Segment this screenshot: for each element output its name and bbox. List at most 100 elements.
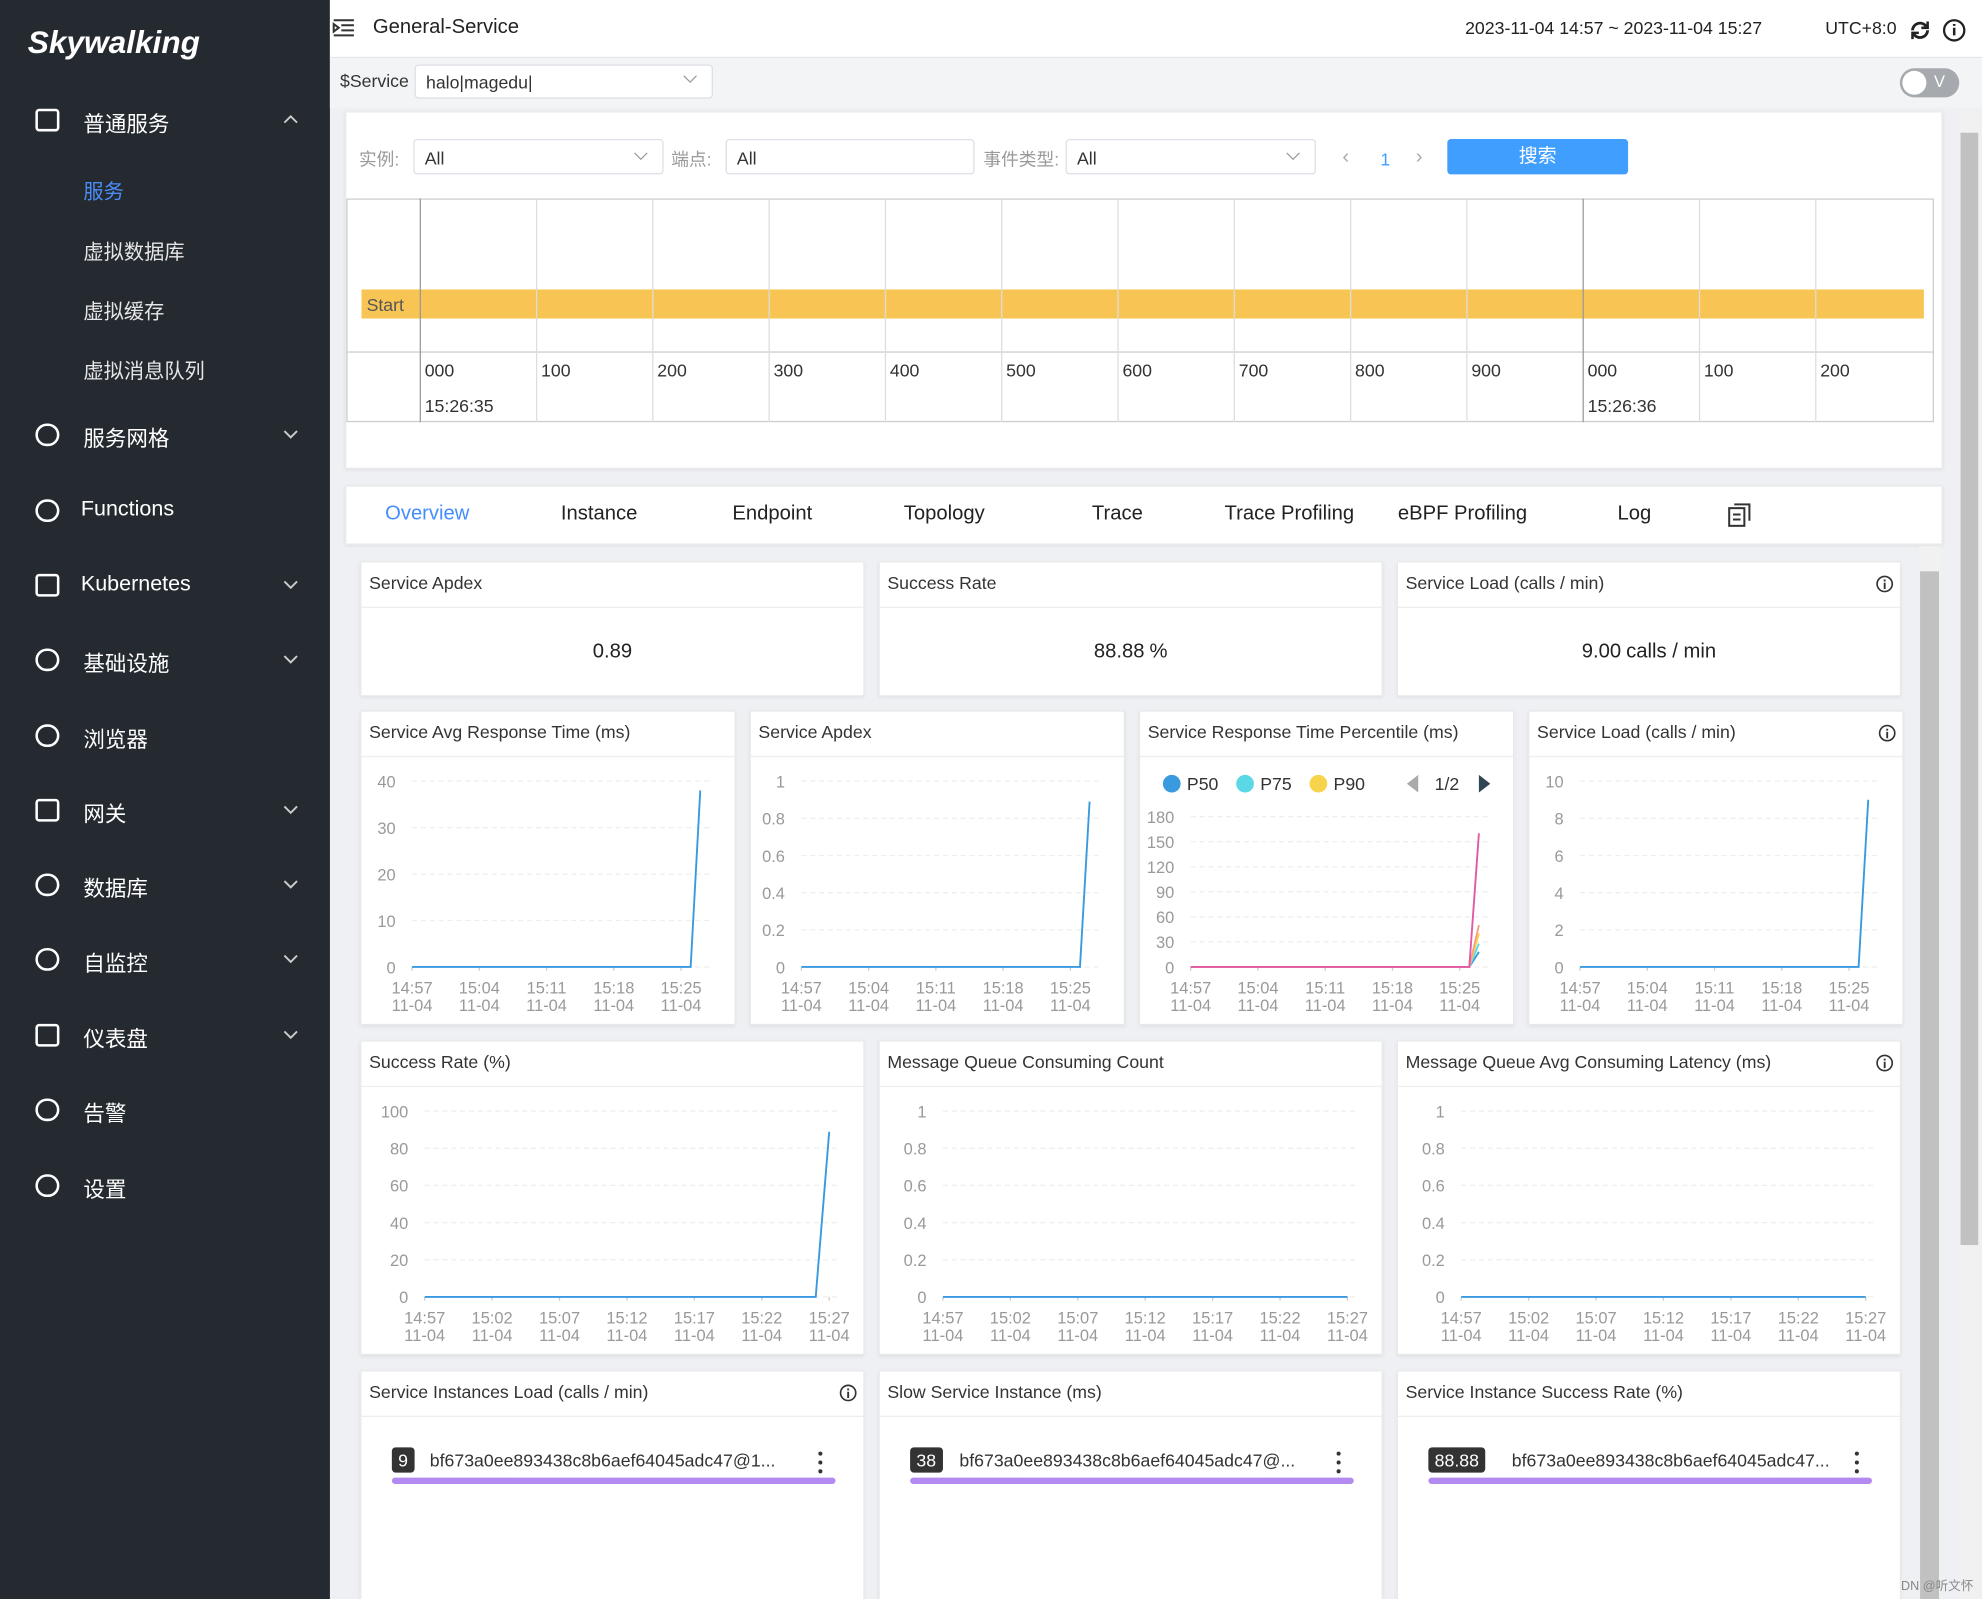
filter-label: 事件类型:	[983, 149, 1060, 170]
x-tick-label: 15:04	[848, 980, 889, 998]
icon	[283, 805, 298, 815]
inner-scrollbar	[1918, 546, 1941, 1599]
toggle-text: V	[1933, 72, 1945, 92]
menu-icon	[35, 873, 60, 897]
tab[interactable]: Topology	[903, 503, 985, 525]
filter-select[interactable]: All	[725, 139, 975, 175]
timeline-tick: 000	[1587, 360, 1618, 381]
x-tick-label: 11-04	[1050, 997, 1091, 1015]
y-tick-label: 20	[377, 866, 395, 884]
x-tick-label: 11-04	[1441, 1327, 1482, 1345]
legend-label: P50	[1187, 774, 1219, 794]
menu-item[interactable]: 数据库	[83, 877, 148, 902]
timeline-grid	[768, 198, 770, 423]
x-tick-label: 11-04	[1845, 1327, 1886, 1345]
x-tick-label: 11-04	[404, 1327, 445, 1345]
tab[interactable]: Trace	[1091, 503, 1143, 525]
series-line	[801, 801, 1091, 968]
scrollbar	[1959, 111, 1980, 1599]
time-range[interactable]: 2023-11-04 14:57 ~ 2023-11-04 15:27	[1465, 17, 1763, 38]
submenu-item[interactable]: 虚拟消息队列	[83, 361, 205, 384]
submenu-item[interactable]: 虚拟数据库	[83, 242, 185, 265]
refresh-icon[interactable]	[1907, 18, 1932, 43]
x-tick-label: 11-04	[1260, 1327, 1301, 1345]
x-tick-label: 11-04	[392, 997, 433, 1015]
y-tick-label: 0	[399, 1289, 408, 1307]
filter-value: All	[424, 147, 445, 169]
menu-item[interactable]: 仪表盘	[83, 1027, 148, 1052]
tab[interactable]: Instance	[560, 503, 638, 525]
pager-prev[interactable]: ‹	[1342, 146, 1350, 169]
menu-item[interactable]: 服务网格	[83, 427, 170, 452]
menu-chevron	[283, 880, 298, 889]
icon	[35, 648, 60, 672]
stat-card: Service Apdex 0.89	[360, 561, 865, 697]
x-tick-label: 11-04	[593, 997, 634, 1015]
menu-item[interactable]: Kubernetes	[80, 571, 191, 596]
menu-item[interactable]: 网关	[83, 802, 127, 827]
x-tick-label: 15:11	[916, 980, 956, 998]
x-tick-label: 15:27	[1845, 1309, 1886, 1327]
y-tick-label: 0	[917, 1289, 926, 1307]
card-title: Slow Service Instance (ms)	[887, 1381, 1102, 1402]
chart-card: Service Apdex 0 0.2 0.4 0.6 0.8 1 14:57 11-04 15:…	[749, 710, 1125, 1026]
tab-icon[interactable]	[1727, 503, 1752, 528]
x-tick-label: 11-04	[809, 1327, 850, 1345]
icon	[839, 1384, 857, 1402]
submenu-item[interactable]: 服务	[83, 182, 124, 204]
chart-card: Success Rate (%) 0 20 40 60 80 100 14:57 11-04 15…	[360, 1040, 865, 1356]
x-tick-label: 15:12	[1643, 1309, 1684, 1327]
filter-select[interactable]: All	[1065, 139, 1316, 175]
x-tick-label: 15:25	[1828, 980, 1869, 998]
card-title: Service Response Time Percentile (ms)	[1147, 721, 1459, 742]
series-line	[1190, 924, 1480, 968]
menu-item[interactable]: 告警	[83, 1102, 127, 1127]
timeline-grid	[1698, 198, 1701, 423]
x-tick-label: 15:11	[1305, 980, 1345, 998]
tab[interactable]: Trace Profiling	[1224, 503, 1355, 525]
menu-chevron	[283, 954, 298, 964]
x-tick-label: 15:25	[1050, 980, 1091, 998]
y-tick-label: 0	[1165, 959, 1174, 977]
icon	[1876, 1054, 1894, 1072]
card-title: Service Instances Load (calls / min)	[369, 1381, 649, 1402]
tab[interactable]: Endpoint	[732, 503, 813, 525]
tab[interactable]: Overview	[385, 503, 470, 525]
menu-item[interactable]: 普通服务	[83, 112, 170, 137]
menu-toggle[interactable]	[332, 18, 355, 38]
variable-select[interactable]: halo|magedu|	[414, 64, 713, 99]
x-tick-label: 15:04	[1237, 980, 1278, 998]
timeline-tick: 300	[773, 360, 804, 381]
tab[interactable]: Log	[1617, 503, 1652, 525]
pager-page[interactable]: 1	[1380, 149, 1391, 170]
x-tick-label: 15:17	[674, 1309, 715, 1327]
y-tick-label: 0	[387, 959, 396, 977]
submenu-item[interactable]: 虚拟缓存	[83, 302, 165, 324]
info-icon[interactable]	[1942, 18, 1967, 43]
x-tick-label: 11-04	[1627, 997, 1668, 1015]
filter-select[interactable]: All	[413, 139, 664, 175]
timeline-grid	[1233, 198, 1235, 423]
item-label: bf673a0ee893438c8b6aef64045adc47@1...	[429, 1449, 776, 1471]
list-card: Slow Service Instance (ms) 38 bf673a0ee893…	[878, 1370, 1383, 1599]
pager-next[interactable]: ›	[1415, 146, 1423, 169]
timezone: UTC+8:0	[1825, 17, 1897, 38]
search-button[interactable]: 搜索	[1447, 139, 1629, 175]
menu-item[interactable]: 基础设施	[83, 652, 170, 677]
icon	[1728, 507, 1746, 527]
event-bar[interactable]	[361, 289, 1924, 319]
menu-item[interactable]: 自监控	[83, 951, 148, 976]
menu-chevron	[283, 430, 298, 439]
icon	[283, 1030, 298, 1040]
y-tick-label: 90	[1156, 884, 1174, 902]
menu-icon	[35, 573, 60, 597]
x-tick-label: 15:11	[527, 980, 567, 998]
menu-item[interactable]: 设置	[83, 1178, 127, 1203]
menu-item[interactable]: Functions	[80, 496, 175, 521]
tab[interactable]: eBPF Profiling	[1397, 503, 1528, 525]
y-tick-label: 2	[1554, 922, 1563, 940]
x-tick-label: 15:27	[1327, 1309, 1368, 1327]
menu-item[interactable]: 浏览器	[83, 728, 148, 753]
card-title: Success Rate (%)	[369, 1051, 511, 1072]
